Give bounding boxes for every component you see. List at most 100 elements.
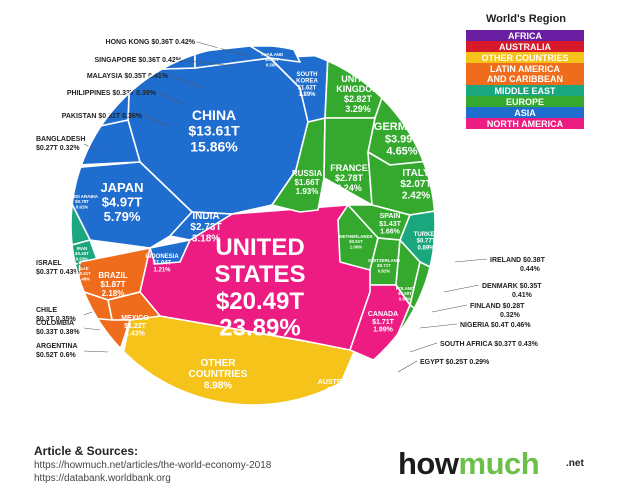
label-australia-name-1: AUSTRALIA [318,379,358,386]
callout-pakistan: PAKISTAN $0.31T 0.36% [62,113,171,127]
label-france-share: 3.24% [336,183,362,193]
callout-philippines-text: PHILIPPINES $0.33T 0.39% [67,90,157,97]
legend-label-latin-america-and-caribbean-1: LATIN AMERICA [490,64,560,74]
callout-denmark-share: 0.41% [512,292,533,299]
label-italy-share: 2.42% [402,190,430,201]
label-other-countries-name-1: OTHER [201,358,237,369]
label-turkey-share: 0.89% [417,245,435,251]
legend-title: World's Region [486,13,566,25]
label-russia-share: 1.93% [296,187,319,196]
callout-pakistan-leader [143,115,171,127]
label-belgium-share: 0.62% [442,186,455,191]
label-spain-share: 1.66% [380,229,401,236]
legend-label-north-america: NORTH AMERICA [487,119,564,129]
callout-egypt-text: EGYPT $0.25T 0.29% [420,359,490,366]
label-japan-share: 5.79% [104,209,141,224]
label-south-korea-name-2: KOREA [296,79,318,85]
brand-part1: how [398,446,459,481]
label-france-name-1: FRANCE [330,163,368,173]
label-china-gdp: $13.61T [188,123,240,139]
label-canada-share: 1.99% [373,327,394,334]
label-poland-gdp: $0.59T [398,291,412,296]
callout-argentina-values: $0.52T 0.6% [36,352,76,359]
label-other-countries-name-2: COUNTRIES [189,369,248,380]
callout-denmark-name: DENMARK $0.35T [482,283,542,290]
callout-colombia-values: $0.33T 0.38% [36,329,80,336]
source-link-1[interactable]: https://howmuch.net/articles/the-world-e… [34,460,272,471]
legend-label-middle-east: MIDDLE EAST [494,86,556,96]
label-norway-share: 0.51% [442,262,455,267]
callout-bangladesh-name: BANGLADESH [36,136,85,143]
label-china-share: 15.86% [190,138,238,154]
callout-finland: FINLAND $0.28T 0.32% [431,303,525,319]
callout-colombia-leader [83,327,101,331]
label-saudi-arabia-name: SAUDI ARABIA [66,194,99,199]
label-austria-gdp: $0.46T [441,221,455,226]
callout-malaysia-text: MALAYSIA $0.35T 0.41% [87,73,169,80]
callout-ireland: IRELAND $0.38T 0.44% [454,257,546,273]
callout-argentina-leader [83,350,109,353]
callout-philippines: PHILIPPINES $0.33T 0.39% [67,90,185,105]
brand-part2: much [458,446,540,481]
label-norway-name: NORWAY [438,252,457,257]
label-thailand-name: THAILAND [261,52,283,57]
legend-label-europe: EUROPE [506,97,544,107]
legend-swatch-north-america [466,118,584,129]
callout-south-africa-text: SOUTH AFRICA $0.37T 0.43% [440,341,539,348]
label-brazil-share: 2.18% [102,289,125,298]
callout-hong-kong-leader [196,41,249,57]
label-turkey-name-1: TURKEY [414,232,439,238]
label-netherlands-name: NETHERLANDS [339,234,372,239]
cell-indonesia [149,239,191,265]
label-turkey-gdp: $0.77T [417,239,436,245]
callout-finland-share: 0.32% [500,312,521,319]
label-united-states-name-1: UNITED [215,234,304,261]
label-iran-gdp: $0.45T [75,251,89,256]
label-sweden-name: SWEDEN [432,144,451,149]
source-link-2[interactable]: https://databank.worldbank.org [34,473,171,484]
label-brazil-name-1: BRAZIL [98,271,127,280]
callout-singapore-text: SINGAPORE $0.36T 0.42% [94,57,182,64]
sources-title: Article & Sources: [34,444,139,458]
label-saudi-arabia-gdp: $0.78T [75,199,89,204]
label-china-name-1: CHINA [192,107,236,123]
callout-chile-values: $0.3T 0.35% [36,316,76,323]
callout-bangladesh: BANGLADESH $0.27T 0.32% [36,136,97,152]
label-germany-name-1: GERMANY [374,121,431,133]
legend-label-latin-america-and-caribbean-2: AND CARIBBEAN [487,74,563,84]
legend-label-other-countries: OTHER COUNTRIES [481,53,568,63]
callout-ireland-share: 0.44% [520,266,541,273]
callout-chile-name: CHILE [36,307,57,314]
label-netherlands-share: 1.06% [350,244,363,249]
label-thailand-share: 0.59% [266,62,279,67]
callout-singapore: SINGAPORE $0.36T 0.42% [94,57,233,67]
label-germany-gdp: $3.99T [385,133,420,145]
callout-finland-leader [431,304,468,313]
legend-swatch-africa [466,30,584,41]
label-india-gdp: $2.73T [190,222,221,233]
label-belgium-gdp: $0.53T [441,181,455,186]
legend-swatch-asia [466,107,584,118]
callout-israel-values: $0.37T 0.43% [36,269,80,276]
label-uae-gdp: $0.41T [77,271,91,276]
label-united-kingdom-gdp: $2.82T [344,94,373,104]
label-italy-name-1: ITALY [402,168,430,179]
